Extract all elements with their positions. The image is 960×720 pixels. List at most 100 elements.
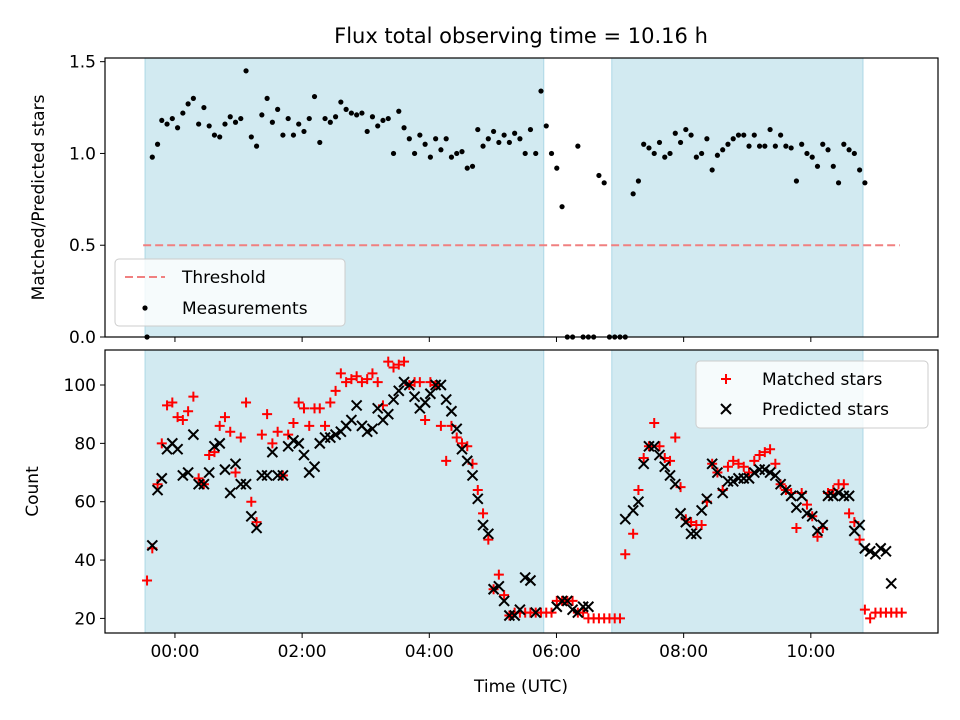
measurement-point — [501, 132, 507, 138]
matched-star-point — [172, 412, 183, 423]
measurement-point — [332, 114, 339, 120]
measurement-point — [206, 123, 212, 129]
measurement-point — [783, 143, 789, 149]
measurement-point — [443, 136, 449, 142]
measurement-point — [548, 150, 555, 157]
measurement-point — [238, 115, 244, 122]
measurement-point — [851, 150, 857, 157]
measurement-point — [725, 141, 731, 147]
y-axis-label: Count — [23, 466, 43, 517]
predicted-star-point — [664, 469, 676, 482]
matched-star-point — [638, 452, 649, 463]
predicted-star-point — [435, 379, 447, 391]
matched-star-point — [791, 522, 802, 533]
predicted-star-point — [680, 516, 692, 528]
predicted-star-point — [853, 519, 866, 531]
predicted-star-point — [832, 487, 845, 499]
measurement-point — [767, 126, 773, 133]
matched-star-point — [654, 441, 665, 452]
predicted-star-point — [727, 475, 739, 487]
measurement-point — [751, 132, 757, 138]
predicted-star-point — [229, 458, 242, 470]
measurement-point — [227, 114, 233, 120]
measurement-point — [264, 95, 270, 101]
measurement-point — [862, 180, 868, 186]
x-tick-label: 04:00 — [405, 642, 454, 662]
matched-star-point — [346, 374, 357, 385]
measurement-point — [259, 112, 265, 118]
matched-star-point — [620, 549, 631, 560]
measurement-point — [454, 150, 460, 157]
matched-star-point — [219, 412, 230, 423]
predicted-star-point — [632, 496, 645, 508]
predicted-star-point — [293, 437, 305, 450]
measurement-point — [185, 101, 191, 107]
measurement-point — [396, 108, 402, 114]
measurement-point — [762, 143, 768, 149]
measurement-point — [772, 143, 778, 149]
legend: Matched stars Predicted stars — [695, 360, 929, 429]
matched-star-point — [414, 377, 425, 388]
matched-star-point — [225, 426, 236, 437]
measurement-point — [543, 123, 549, 129]
matched-star-point — [298, 403, 309, 414]
matched-star-point — [493, 569, 504, 580]
x-tick-label: 10:00 — [786, 642, 835, 662]
predicted-star-point — [308, 460, 321, 473]
measurement-point — [159, 117, 165, 124]
measurement-point — [285, 115, 291, 122]
predicted-star-point — [393, 385, 405, 397]
x-axis-label: Time (UTC) — [473, 677, 568, 697]
predicted-star-point — [827, 490, 839, 502]
measurement-point — [704, 136, 710, 142]
predicted-star-point — [530, 606, 542, 619]
measurement-point — [709, 167, 715, 173]
chart-title: Flux total observing time = 10.16 h — [334, 24, 708, 48]
predicted-star-point — [198, 478, 210, 490]
predicted-star-point — [245, 510, 258, 523]
measurement-point — [630, 191, 636, 197]
measurement-point — [596, 172, 602, 179]
measurement-point — [480, 143, 486, 149]
measurement-point — [338, 99, 344, 105]
matched-star-point — [441, 455, 452, 466]
predicted-star-point — [345, 414, 358, 426]
measurement-point — [406, 136, 412, 142]
measurement-point — [554, 165, 560, 171]
predicted-star-point — [477, 519, 489, 531]
matched-star-point — [372, 377, 383, 388]
matched-star-point — [230, 467, 241, 478]
observing-window — [611, 57, 864, 338]
matched-star-point — [744, 467, 755, 478]
matched-star-point — [241, 397, 252, 408]
predicted-star-point — [171, 443, 184, 455]
predicted-star-point — [366, 423, 379, 435]
x-tick-label: 02:00 — [278, 642, 327, 662]
measurement-point — [538, 88, 544, 94]
matched-star-point — [304, 420, 315, 431]
measurement-point — [464, 165, 470, 171]
measurement-point — [438, 147, 444, 153]
matched-star-point — [177, 415, 188, 426]
matched-star-point — [193, 473, 204, 484]
measurement-point — [232, 119, 239, 125]
measurement-point — [559, 204, 565, 210]
measurement-point — [756, 143, 763, 149]
measurement-point — [527, 126, 534, 133]
measurement-point — [720, 147, 726, 153]
measurement-point — [820, 141, 826, 147]
matched-star-point — [204, 450, 215, 461]
matched-star-point — [162, 400, 173, 411]
measurement-point — [427, 154, 433, 160]
measurement-point — [575, 143, 581, 149]
predicted-star-point — [711, 466, 724, 479]
matched-star-point — [765, 444, 776, 455]
y-tick-label: 80 — [74, 434, 96, 454]
matched-star-point — [749, 455, 760, 466]
matched-star-point — [356, 377, 367, 388]
predicted-star-point — [208, 440, 221, 452]
measurement-point — [269, 119, 275, 125]
matched-star-point — [251, 517, 262, 528]
matched-star-point — [209, 447, 220, 458]
measurement-point — [746, 143, 752, 149]
